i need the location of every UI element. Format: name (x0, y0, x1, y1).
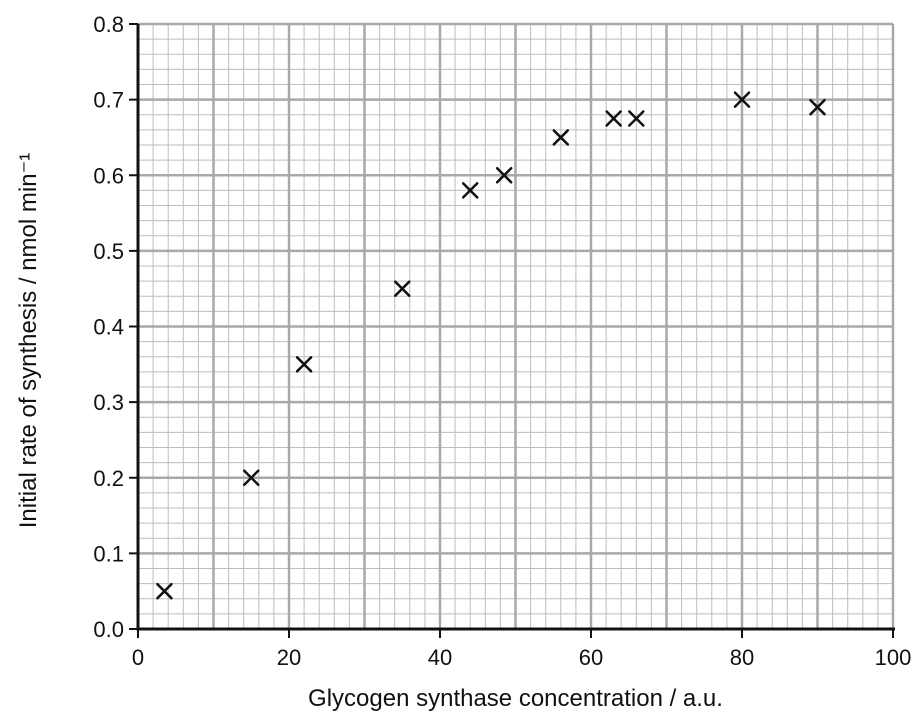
x-tick-label: 80 (730, 645, 754, 670)
data-point (733, 91, 751, 108)
data-points (156, 91, 826, 600)
data-point-stroke (628, 110, 645, 127)
y-tick-label: 0.6 (93, 163, 124, 188)
y-tick-label: 0.5 (93, 239, 124, 264)
data-point (495, 167, 513, 184)
y-tick-label: 0.1 (93, 541, 124, 566)
data-point-stroke (809, 98, 826, 116)
y-tick-label: 0.7 (93, 88, 124, 113)
x-axis-title: Glycogen synthase concentration / a.u. (308, 685, 723, 712)
x-tick-label: 0 (132, 645, 144, 670)
y-tick-label: 0.8 (93, 12, 124, 37)
data-point (809, 98, 826, 116)
data-point (552, 129, 570, 146)
data-point (394, 280, 411, 297)
data-point-stroke (552, 129, 570, 146)
x-tick-label: 100 (875, 645, 912, 670)
y-tick-label: 0.4 (93, 315, 124, 340)
y-tick-label: 0.3 (93, 390, 124, 415)
data-point (628, 110, 645, 127)
axes (129, 23, 895, 638)
x-tick-label: 40 (428, 645, 452, 670)
data-point-stroke (733, 91, 751, 108)
data-point (461, 182, 479, 199)
data-point (243, 469, 260, 486)
data-point-stroke (461, 182, 479, 199)
data-point (605, 110, 622, 127)
x-tick-label: 60 (579, 645, 603, 670)
data-point-stroke (394, 280, 411, 297)
data-point-stroke (295, 356, 313, 373)
data-point-stroke (243, 469, 260, 486)
data-point-stroke (495, 167, 513, 184)
y-tick-label: 0.0 (93, 617, 124, 642)
data-point-stroke (156, 582, 173, 600)
x-tick-label: 20 (277, 645, 301, 670)
data-point (156, 582, 173, 600)
y-tick-label: 0.2 (93, 466, 124, 491)
data-point-stroke (605, 110, 622, 127)
data-point (295, 356, 313, 373)
y-axis-title: Initial rate of synthesis / nmol min⁻¹ (15, 153, 42, 528)
grid (138, 22, 895, 629)
tick-labels: 0 20 40 60 80 100 0.0 0.1 0.2 0.3 0.4 0.5 0.6 0.7 0.8 (93, 12, 911, 670)
